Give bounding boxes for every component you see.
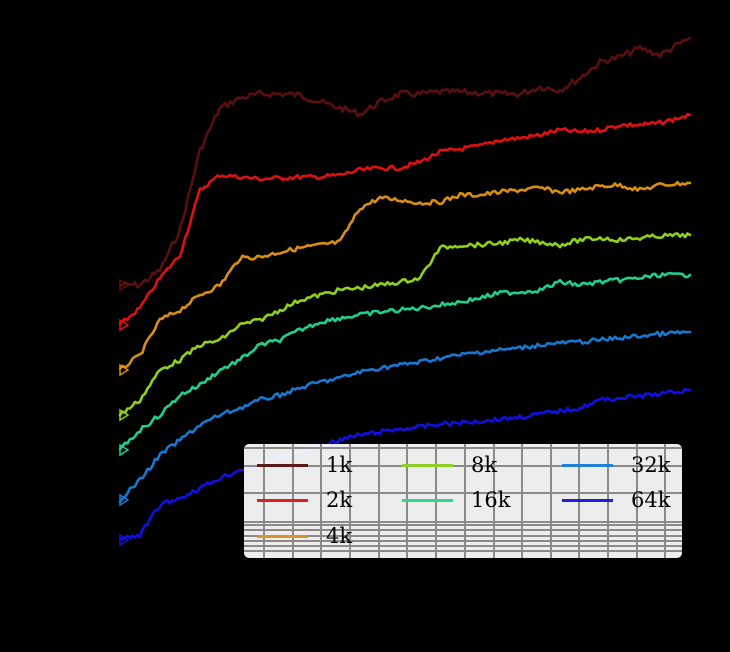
legend-swatch xyxy=(562,463,613,467)
start-marker-icon xyxy=(119,493,130,507)
gridline-vertical xyxy=(664,444,666,558)
legend-item-2k: 2k xyxy=(257,485,352,515)
legend: 1k 2k 4k 8k 16k 32k 64k xyxy=(244,444,682,558)
series-line-32k xyxy=(118,329,692,504)
series-line-2k xyxy=(118,112,692,326)
series-lines xyxy=(118,36,692,547)
series-line-4k xyxy=(118,180,692,370)
gridline-horizontal xyxy=(244,447,682,449)
legend-label: 64k xyxy=(631,488,671,512)
legend-swatch xyxy=(402,463,453,467)
gridline-horizontal xyxy=(244,521,682,523)
gridline-horizontal xyxy=(244,545,682,547)
gridline-vertical xyxy=(464,444,466,558)
gridline-vertical xyxy=(349,444,351,558)
gridline-vertical xyxy=(550,444,552,558)
legend-label: 2k xyxy=(326,488,353,512)
start-marker-icon xyxy=(119,408,130,422)
series-line-16k xyxy=(118,271,692,451)
gridline-horizontal xyxy=(244,529,682,531)
series-line-8k xyxy=(118,232,692,417)
series-line-64k xyxy=(118,387,692,541)
gridline-vertical xyxy=(636,444,638,558)
start-marker-icon xyxy=(119,533,130,547)
series-line-1k xyxy=(118,36,692,289)
gridline-horizontal xyxy=(244,550,682,552)
legend-item-8k: 8k xyxy=(402,450,497,480)
legend-item-16k: 16k xyxy=(402,485,510,515)
legend-swatch xyxy=(257,534,308,538)
legend-label: 8k xyxy=(471,453,498,477)
legend-item-64k: 64k xyxy=(562,485,670,515)
legend-label: 32k xyxy=(631,453,671,477)
gridline-horizontal xyxy=(244,492,682,494)
gridline-vertical xyxy=(493,444,495,558)
gridline-horizontal xyxy=(244,524,682,526)
legend-label: 4k xyxy=(326,524,353,548)
gridline-horizontal xyxy=(244,535,682,537)
legend-swatch xyxy=(562,498,613,502)
legend-label: 1k xyxy=(326,453,353,477)
gridline-vertical xyxy=(320,444,322,558)
start-marker-icon xyxy=(119,443,130,457)
start-marker-icon xyxy=(119,278,130,292)
gridline-horizontal xyxy=(244,540,682,542)
gridline-vertical xyxy=(521,444,523,558)
start-marker-icon xyxy=(119,363,130,377)
legend-item-32k: 32k xyxy=(562,450,670,480)
legend-swatch xyxy=(402,498,453,502)
legend-label: 16k xyxy=(471,488,511,512)
legend-swatch xyxy=(257,498,308,502)
gridline-vertical xyxy=(378,444,380,558)
legend-item-4k: 4k xyxy=(257,521,352,551)
legend-item-1k: 1k xyxy=(257,450,352,480)
legend-swatch xyxy=(257,463,308,467)
start-marker-icon xyxy=(119,318,130,332)
gridline-horizontal xyxy=(244,465,682,467)
